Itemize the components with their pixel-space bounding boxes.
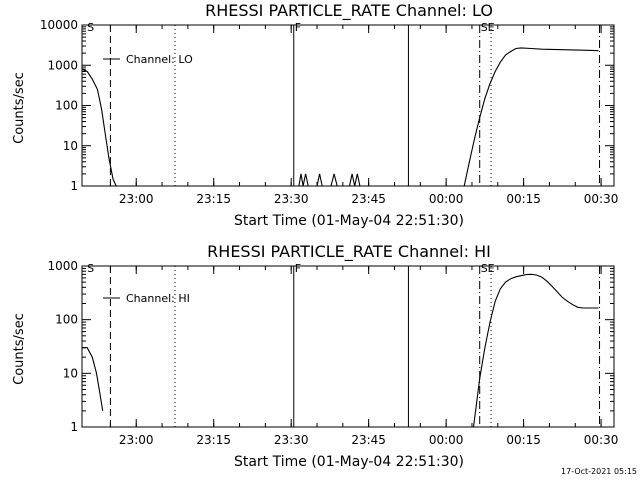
x-tick-label: 23:15 [196, 433, 231, 447]
series-line [298, 173, 309, 187]
y-tick-label: 100 [55, 313, 78, 327]
marker-label: F [295, 21, 301, 34]
marker-label: SE [481, 21, 495, 34]
legend: Channel: HI [103, 292, 190, 305]
x-axis-label: Start Time (01-May-04 22:51:30) [234, 454, 464, 470]
y-tick-label: 10 [63, 366, 78, 380]
marker-label: S [87, 21, 94, 34]
marker-label: SE [481, 262, 495, 275]
x-tick-label: 23:30 [274, 433, 309, 447]
x-tick-label: 23:00 [119, 433, 154, 447]
x-axis-label: Start Time (01-May-04 22:51:30) [234, 213, 464, 229]
series-group [81, 47, 599, 187]
event-markers: S F SE [87, 262, 601, 427]
legend: Channel: LO [103, 53, 193, 66]
y-tick-label: 1 [70, 420, 78, 434]
y-tick-label: 1000 [47, 259, 78, 273]
legend-label: Channel: HI [126, 292, 190, 305]
y-tick-label: 1000 [47, 58, 78, 72]
series-line [82, 347, 104, 411]
footer-timestamp: 17-Oct-2021 05:15 [561, 467, 637, 476]
series-line [81, 68, 117, 187]
x-tick-label: 00:30 [584, 192, 619, 206]
y-tick-label: 10 [63, 139, 78, 153]
series-line [348, 173, 361, 187]
series-line [463, 47, 599, 187]
x-tick-label: 00:30 [584, 433, 619, 447]
x-tick-label: 23:30 [274, 192, 309, 206]
y-tick-label: 100 [55, 99, 78, 113]
series-line [472, 273, 599, 428]
axis-ticks: 1 10 100 1000 23:00 23:15 23:30 23:45 00:00 00:15… [47, 259, 618, 447]
marker-label: S [87, 262, 94, 275]
x-tick-label: 00:15 [506, 433, 541, 447]
x-tick-label: 00:00 [429, 433, 464, 447]
series-line [330, 173, 338, 187]
x-tick-label: 23:15 [196, 192, 231, 206]
panel-lo: RHESSI PARTICLE_RATE Channel: LO Start T… [12, 1, 618, 229]
panel-hi: RHESSI PARTICLE_RATE Channel: HI Start T… [12, 242, 618, 470]
y-axis-label: Counts/sec [12, 72, 27, 144]
x-tick-label: 00:00 [429, 192, 464, 206]
y-tick-label: 1 [70, 179, 78, 193]
axis-ticks: 1 10 100 1000 10000 23:00 23:15 23:30 23:45 00:00… [40, 18, 619, 206]
x-tick-label: 23:00 [119, 192, 154, 206]
y-axis-label: Counts/sec [12, 313, 27, 385]
chart-title: RHESSI PARTICLE_RATE Channel: HI [207, 242, 491, 262]
event-markers: S F SE [87, 21, 601, 186]
series-line [316, 173, 323, 187]
x-tick-label: 23:45 [351, 433, 386, 447]
series-group [82, 273, 599, 428]
y-tick-label: 10000 [40, 18, 78, 32]
plot-frame [81, 265, 615, 428]
x-tick-label: 00:15 [506, 192, 541, 206]
chart-title: RHESSI PARTICLE_RATE Channel: LO [205, 1, 493, 21]
marker-label: F [295, 262, 301, 275]
legend-label: Channel: LO [126, 53, 193, 66]
x-tick-label: 23:45 [351, 192, 386, 206]
